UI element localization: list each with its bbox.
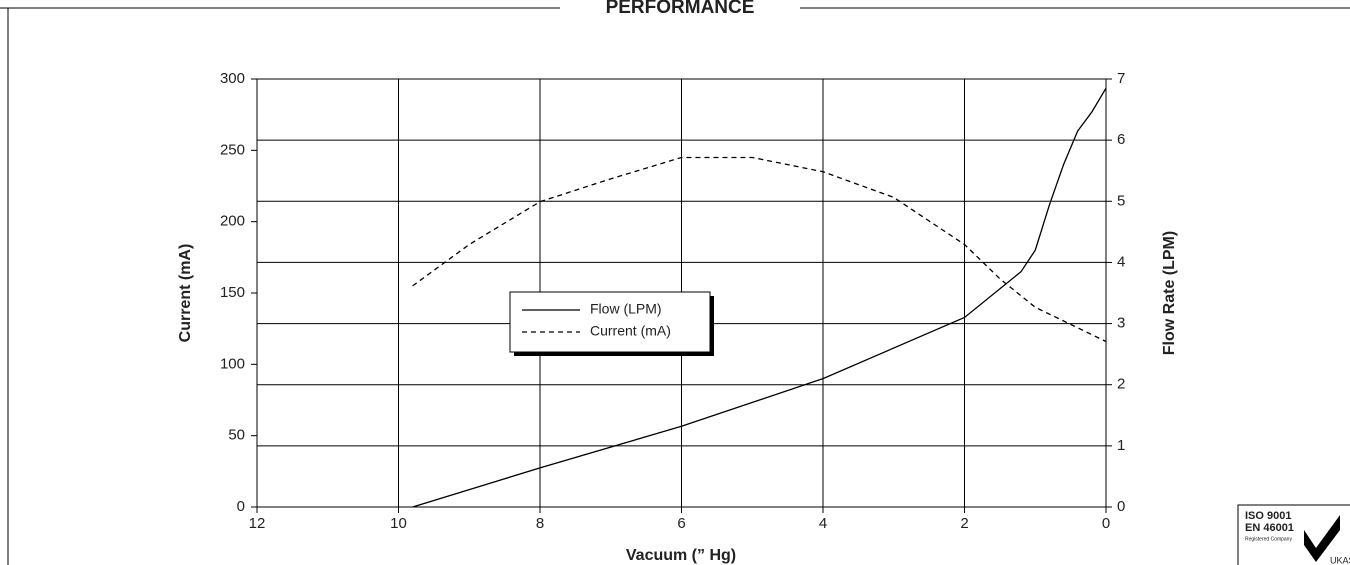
y-tick-label: 150 bbox=[220, 284, 245, 301]
y2-tick-label: 2 bbox=[1117, 376, 1125, 393]
y-tick-label: 300 bbox=[220, 70, 245, 87]
y-tick-label: 50 bbox=[228, 427, 245, 444]
y-tick-label: 100 bbox=[220, 355, 245, 372]
x-tick-label: 8 bbox=[536, 515, 544, 532]
y-tick-label: 0 bbox=[237, 498, 245, 515]
badge-text: UKAS bbox=[1330, 555, 1350, 565]
series-line bbox=[412, 156, 1107, 343]
y2-axis-label: Flow Rate (LPM) bbox=[1161, 231, 1178, 355]
chart-title: PERFORMANCE bbox=[606, 0, 755, 18]
y2-tick-label: 0 bbox=[1117, 498, 1125, 515]
y2-tick-label: 6 bbox=[1117, 131, 1125, 148]
y-tick-label: 250 bbox=[220, 141, 245, 158]
y2-tick-label: 4 bbox=[1117, 253, 1125, 270]
y2-tick-label: 1 bbox=[1117, 437, 1125, 454]
x-tick-label: 6 bbox=[677, 515, 685, 532]
x-tick-label: 4 bbox=[819, 515, 827, 532]
badge: ISO 9001 EN 46001 Registered Company UKA… bbox=[1237, 504, 1350, 565]
y-axis-label: Current (mA) bbox=[177, 244, 194, 343]
legend-box bbox=[509, 291, 711, 353]
plot-frame bbox=[256, 78, 1107, 508]
x-tick-label: 0 bbox=[1102, 515, 1110, 532]
y2-tick-label: 5 bbox=[1117, 192, 1125, 209]
x-axis-label: Vacuum (” Hg) bbox=[626, 547, 736, 564]
x-tick-label: 12 bbox=[249, 515, 266, 532]
y2-tick-label: 3 bbox=[1117, 315, 1125, 332]
y-tick-label: 200 bbox=[220, 213, 245, 230]
badge-text: EN 46001 bbox=[1245, 522, 1294, 534]
badge-text: Registered Company bbox=[1245, 536, 1292, 542]
legend-label: Flow (LPM) bbox=[590, 301, 662, 317]
x-tick-label: 10 bbox=[390, 515, 407, 532]
series-line bbox=[412, 87, 1107, 508]
legend-label: Current (mA) bbox=[590, 323, 671, 339]
badge-text: ISO 9001 bbox=[1245, 510, 1291, 522]
y2-tick-label: 7 bbox=[1117, 70, 1125, 87]
x-tick-label: 2 bbox=[960, 515, 968, 532]
badge-icon bbox=[1304, 515, 1340, 562]
